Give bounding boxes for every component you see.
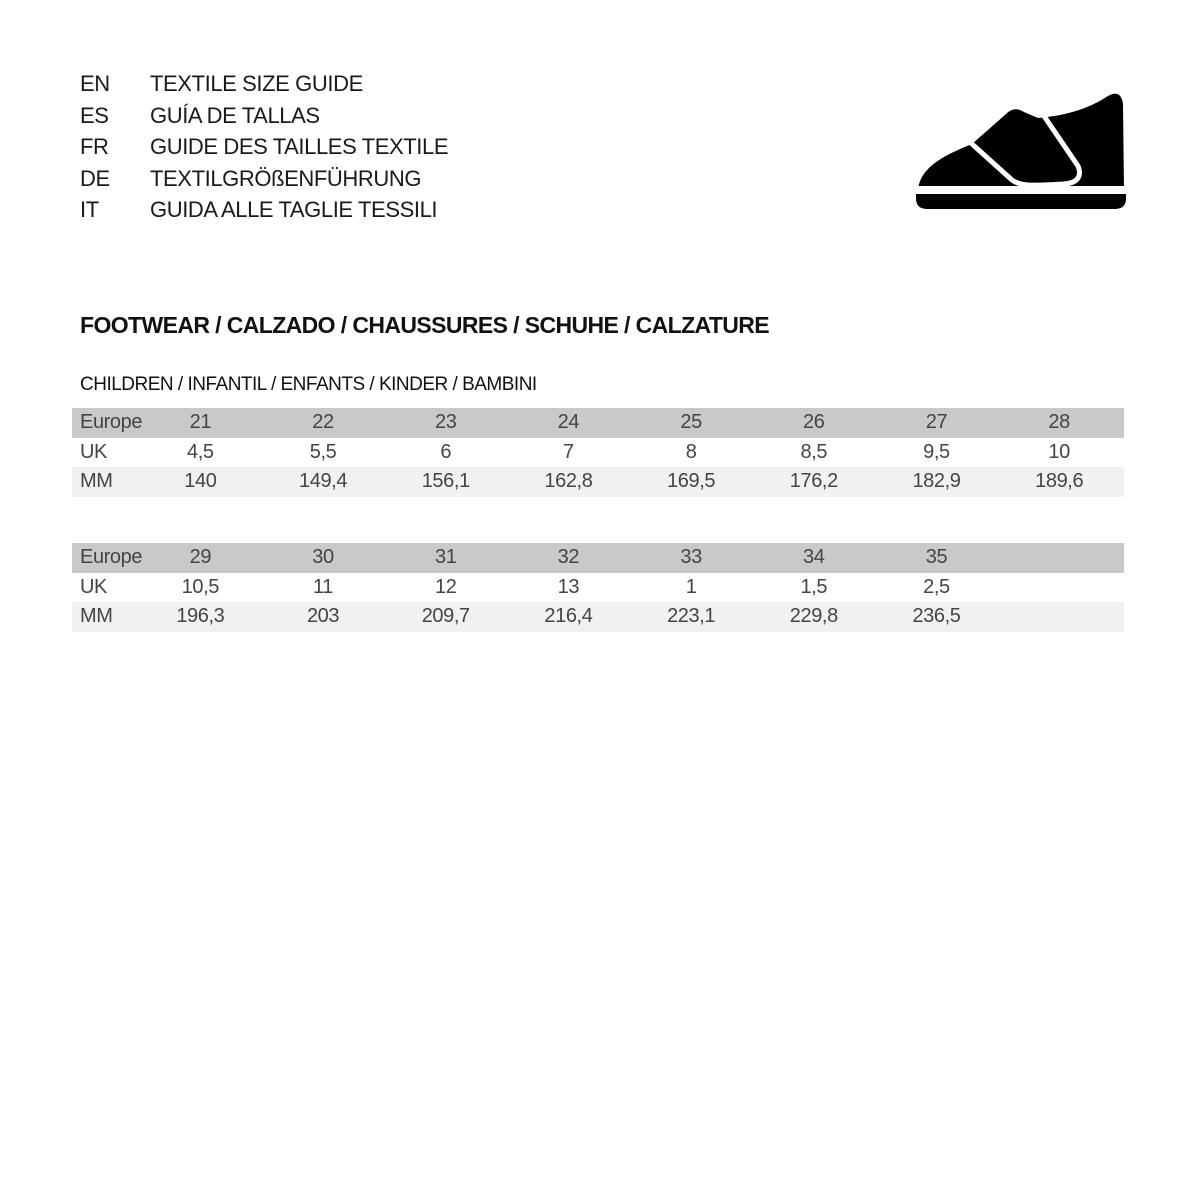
table-cell: 21 [189,411,212,434]
title-row: FR GUIDE DES TAILLES TEXTILE [80,131,449,163]
table-cell: 229,8 [789,605,838,628]
table-cell: 209,7 [421,605,470,628]
table-cell: 8 [685,440,697,463]
row-label: Europe [80,411,143,434]
table-cell: 189,6 [1035,470,1084,493]
table-cell: 1,5 [800,575,828,598]
title-row: EN TEXTILE SIZE GUIDE [80,68,448,100]
table-cell: 176,2 [789,470,838,493]
table-cell: 149,4 [299,470,348,493]
table-cell: 31 [434,546,457,569]
language-code: ES [80,102,109,128]
table-cell: 10,5 [181,575,220,598]
child-shoe-velcro-icon [916,93,1126,209]
table-cell: 22 [312,411,334,434]
section-title: FOOTWEAR / CALZADO / CHAUSSURES / SCHUHE… [80,312,770,338]
title-text: TEXTILGRÖßENFÜHRUNG [150,165,422,191]
table-cell: 13 [557,575,580,598]
table-row: MM 196,3 203 209,7 216,4 223,1 229,8 236,5 [72,602,1124,632]
table-cell: 216,4 [544,605,593,628]
table-cell: 4,5 [187,440,214,463]
table-row: Europe 29 30 31 32 33 34 35 [72,543,1124,573]
title-row: DE TEXTILGRÖßENFÜHRUNG [80,163,448,195]
size-table-2: Europe 29 30 31 32 33 34 35 UK 10,5 11 12 13 1 1,5 2,5 M… [72,543,1124,632]
language-code: EN [80,71,110,96]
table-cell: 203 [306,605,340,628]
table-cell: 196,3 [176,605,225,628]
table-row: UK 4,5 5,5 6 7 8 8,5 9,5 10 [72,438,1124,468]
table-cell: 162,8 [544,470,593,493]
table-cell: 223,1 [667,605,716,628]
title-text: GUIDE DES TAILLES TEXTILE [150,134,449,159]
table-cell: 6 [440,440,452,463]
table-cell: 34 [803,546,825,569]
table-cell: 26 [803,411,825,434]
subsection-title: CHILDREN / INFANTIL / ENFANTS / KINDER /… [80,374,537,395]
table-cell: 28 [1048,411,1070,434]
table-cell: 8,5 [800,440,828,463]
language-code: DE [80,165,110,191]
table-cell: 169,5 [667,470,716,493]
language-code: FR [80,134,109,159]
table-cell: 5,5 [309,440,337,463]
table-cell: 33 [680,546,702,569]
size-table-1: Europe 21 22 23 24 25 26 27 28 UK 4,5 5,5 6 7 8 8,5 9,5 1… [72,408,1124,497]
table-cell: 2,5 [923,575,950,598]
table-cell: 35 [925,546,948,569]
table-cell: 182,9 [912,470,961,493]
guide-titles: EN TEXTILE SIZE GUIDE ES GUÍA DE TALLAS FR GU… [80,68,449,226]
table-cell: 7 [563,440,574,463]
table-row: UK 10,5 11 12 13 1 1,5 2,5 [72,573,1124,603]
table-cell: 10 [1048,440,1070,463]
table-cell: 30 [312,546,334,569]
table-cell: 9,5 [923,440,950,463]
table-cell: 25 [680,411,702,434]
table-row: Europe 21 22 23 24 25 26 27 28 [72,408,1124,438]
table-cell: 236,5 [912,605,961,628]
table-cell: 1 [685,575,697,598]
table-cell: 24 [557,411,580,434]
table-cell: 140 [184,470,217,493]
title-row: ES GUÍA DE TALLAS [80,100,448,132]
table-cell: 11 [313,575,334,598]
row-label: UK [80,440,107,463]
language-code: IT [80,197,99,222]
title-text: TEXTILE SIZE GUIDE [150,71,363,96]
title-text: GUÍA DE TALLAS [150,102,320,128]
row-label: MM [80,605,113,628]
title-row: IT GUIDA ALLE TAGLIE TESSILI [80,194,448,226]
table-cell: 156,1 [421,470,470,493]
row-label: MM [80,470,113,493]
table-cell: 27 [925,411,948,434]
row-label: UK [80,575,107,598]
row-label: Europe [80,546,143,569]
table-cell: 29 [189,546,212,569]
table-cell: 23 [434,411,457,434]
title-text: GUIDA ALLE TAGLIE TESSILI [150,197,438,222]
table-cell: 32 [557,546,580,569]
table-row: MM 140 149,4 156,1 162,8 169,5 176,2 182,9 189,6 [72,467,1124,497]
table-cell: 12 [434,575,457,598]
